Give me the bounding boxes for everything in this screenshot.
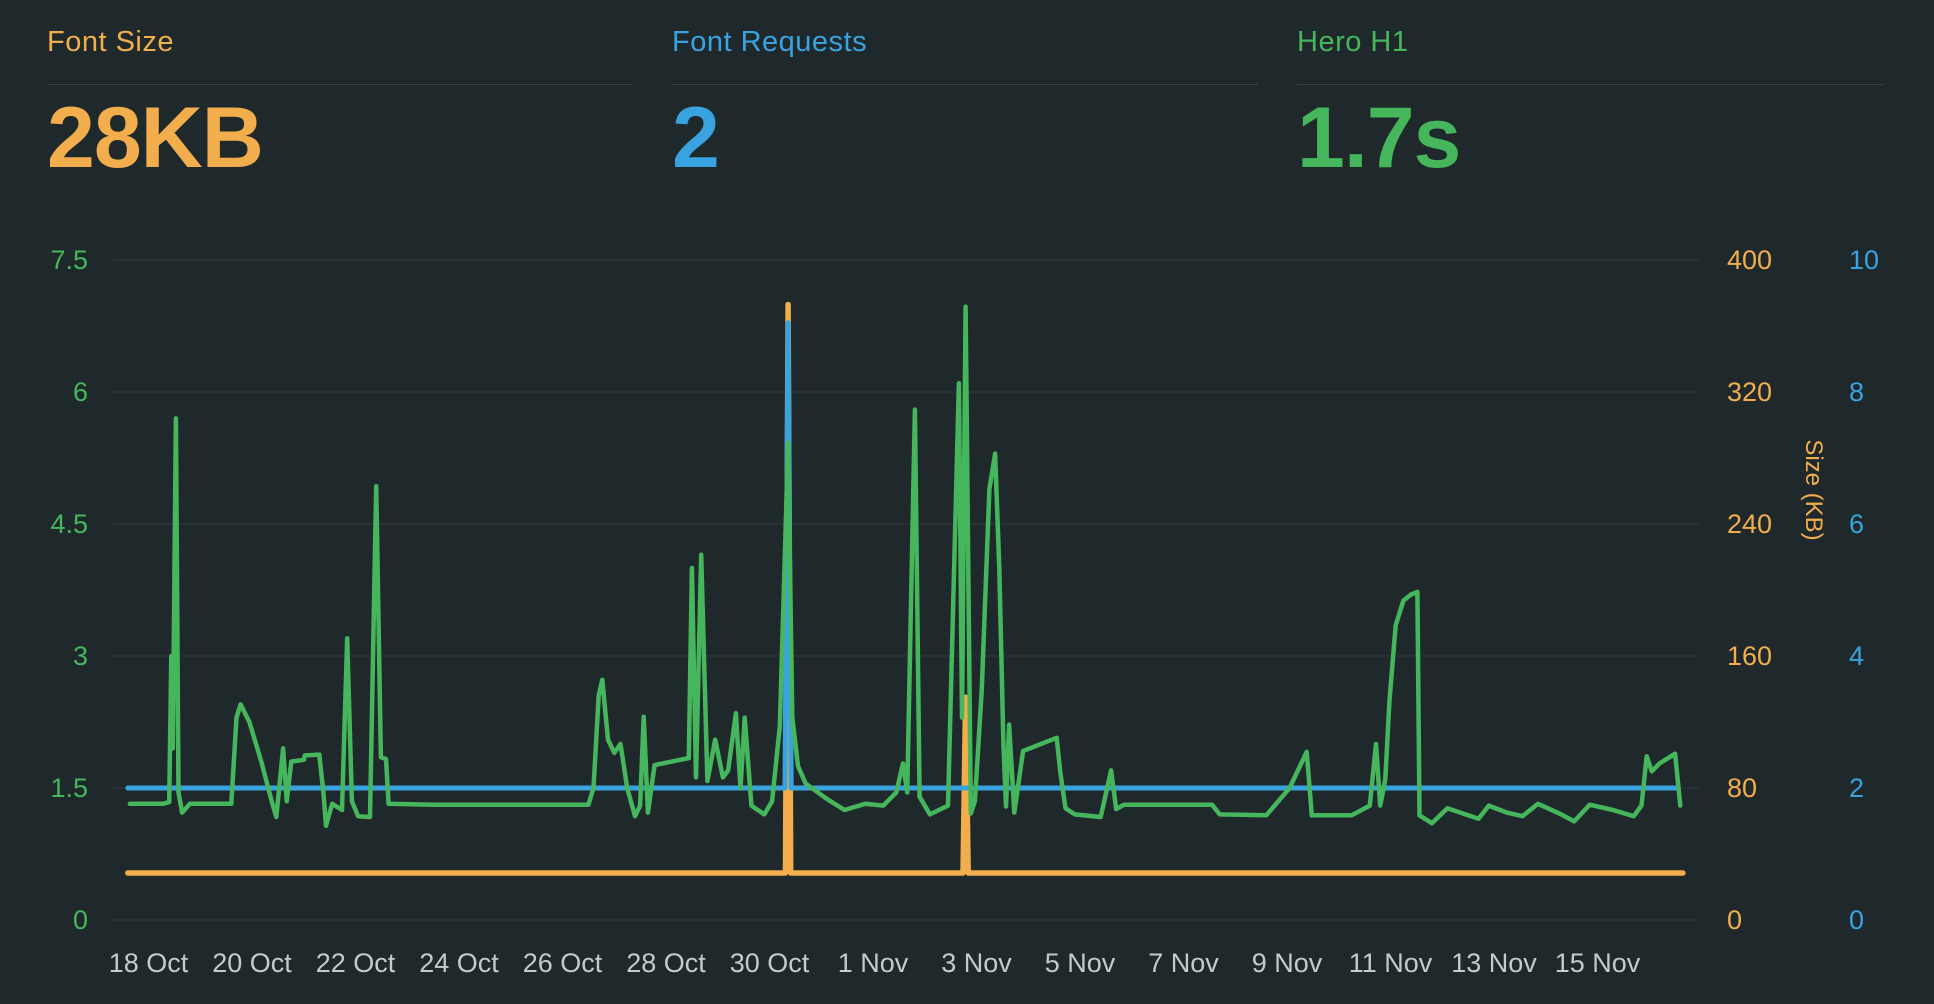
- requests-axis-tick-label: 2: [1849, 773, 1864, 803]
- size-axis-tick-label: 0: [1727, 905, 1742, 935]
- x-axis-tick-label: 5 Nov: [1045, 948, 1116, 978]
- stat-font-size-value: 28KB: [47, 90, 264, 187]
- stat-font-requests-label: Font Requests: [672, 26, 868, 58]
- stats-row: Font Size 28KB Font Requests 2 Hero H1 1…: [47, 26, 1883, 181]
- left-axis-tick-label: 1.5: [50, 773, 88, 803]
- x-axis-tick-label: 26 Oct: [523, 948, 603, 978]
- x-axis-tick-label: 1 Nov: [838, 948, 909, 978]
- stat-font-requests: Font Requests 2: [672, 26, 1258, 181]
- stat-font-requests-value: 2: [672, 90, 720, 187]
- stat-font-size-label: Font Size: [47, 26, 174, 58]
- x-axis-tick-label: 28 Oct: [626, 948, 706, 978]
- left-axis-tick-label: 3: [73, 641, 88, 671]
- x-axis-tick-label: 9 Nov: [1252, 948, 1323, 978]
- requests-axis-tick-label: 4: [1849, 641, 1864, 671]
- size-axis-tick-label: 160: [1727, 641, 1772, 671]
- x-axis-tick-label: 13 Nov: [1451, 948, 1537, 978]
- size-axis-tick-label: 80: [1727, 773, 1757, 803]
- x-axis-tick-label: 18 Oct: [109, 948, 189, 978]
- x-axis-tick-label: 3 Nov: [941, 948, 1012, 978]
- x-axis-tick-label: 7 Nov: [1148, 948, 1219, 978]
- left-axis-tick-label: 0: [73, 905, 88, 935]
- x-axis-tick-label: 11 Nov: [1349, 948, 1433, 978]
- stat-hero-h1-label: Hero H1: [1297, 26, 1409, 58]
- divider: [672, 84, 1258, 86]
- requests-axis-tick-label: 6: [1849, 509, 1864, 539]
- series-font-requests: [125, 320, 1680, 791]
- stat-font-size: Font Size 28KB: [47, 26, 633, 181]
- requests-axis-tick-label: 10: [1849, 245, 1879, 275]
- stat-hero-h1: Hero H1 1.7s: [1297, 26, 1883, 181]
- size-axis-title: Size (KB): [1800, 439, 1827, 540]
- left-axis-tick-label: 4.5: [50, 509, 88, 539]
- divider: [47, 84, 633, 86]
- left-axis-tick-label: 7.5: [50, 245, 88, 275]
- stat-hero-h1-value: 1.7s: [1297, 90, 1461, 187]
- x-axis-tick-label: 22 Oct: [316, 948, 396, 978]
- x-axis-tick-label: 20 Oct: [212, 948, 292, 978]
- x-axis-tick-label: 15 Nov: [1555, 948, 1641, 978]
- series-hero-h1: [127, 304, 1683, 829]
- size-axis-tick-label: 240: [1727, 509, 1772, 539]
- x-axis-tick-label: 30 Oct: [730, 948, 810, 978]
- left-axis-tick-label: 6: [73, 377, 88, 407]
- size-axis-tick-label: 320: [1727, 377, 1772, 407]
- x-axis-tick-label: 24 Oct: [419, 948, 499, 978]
- size-axis-tick-label: 400: [1727, 245, 1772, 275]
- requests-axis-tick-label: 0: [1849, 905, 1864, 935]
- divider: [1297, 84, 1883, 86]
- requests-axis-tick-label: 8: [1849, 377, 1864, 407]
